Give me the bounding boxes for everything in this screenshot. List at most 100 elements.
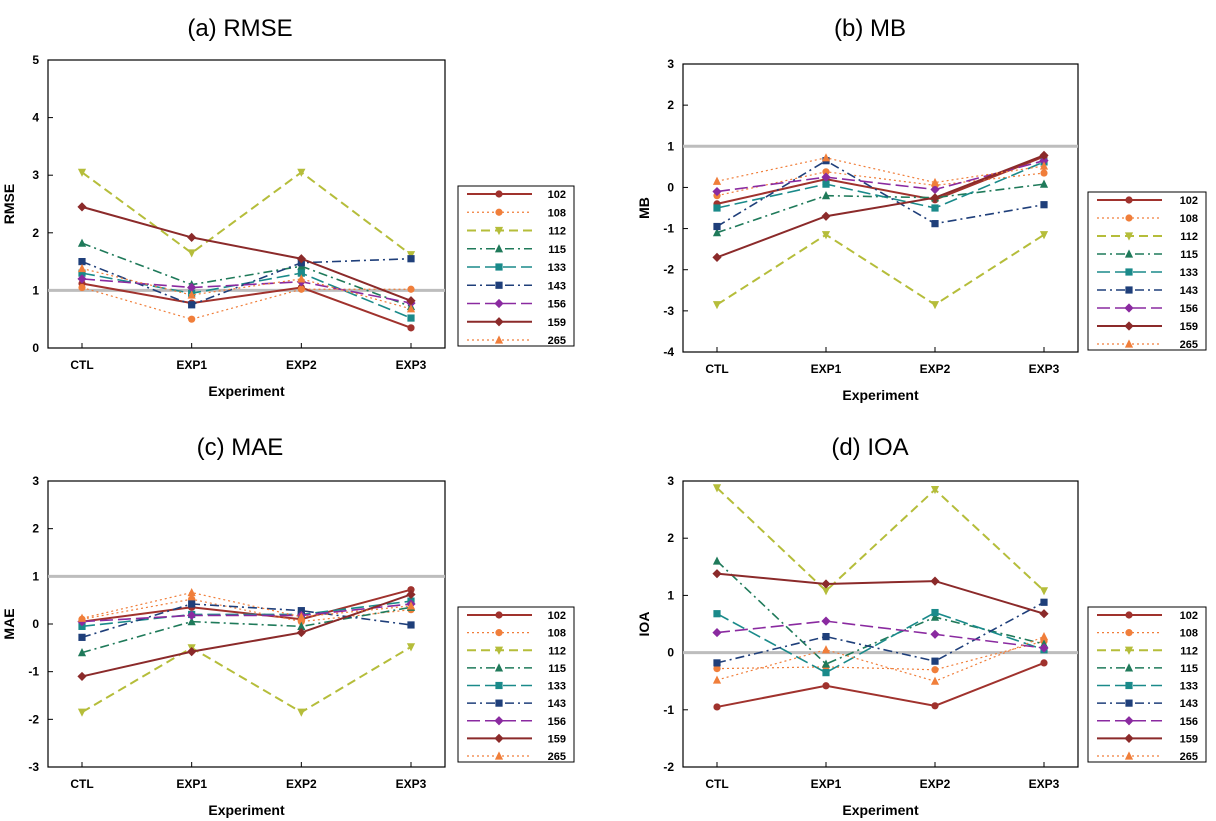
legend-label: 156 [548, 716, 566, 728]
legend-marker [1124, 663, 1134, 672]
legend-label: 112 [548, 645, 566, 657]
series-line [716, 487, 1045, 593]
data-point [712, 675, 722, 684]
legend-label: 143 [1180, 285, 1198, 297]
legend-label: 108 [1180, 213, 1198, 225]
data-point [406, 601, 416, 610]
data-point [712, 252, 722, 262]
data-point [930, 184, 940, 195]
legend-marker [1125, 699, 1133, 707]
data-point [77, 648, 87, 657]
legend-marker [1125, 611, 1133, 619]
data-point [930, 193, 940, 203]
chart-title: (c) MAE [197, 434, 284, 461]
data-point [1039, 231, 1049, 240]
data-point [931, 666, 939, 674]
series-line [716, 572, 1045, 615]
legend-marker [494, 244, 504, 253]
legend-label: 159 [548, 733, 566, 745]
legend-label: 115 [1180, 249, 1198, 261]
series-112 [77, 643, 416, 717]
data-point [821, 231, 831, 240]
legend-marker [1125, 214, 1133, 222]
legend-marker [1124, 232, 1134, 241]
legend: 102 108 112 115 133 143 156 159 265 [457, 606, 575, 763]
data-point [187, 647, 197, 657]
series-112 [77, 168, 416, 260]
data-point [78, 633, 86, 641]
data-point [712, 228, 722, 237]
legend-marker [1124, 716, 1134, 726]
series-115 [712, 556, 1049, 668]
legend-marker [495, 681, 503, 690]
chart-panel-d: (d) IOA -2 -1 0 1 2 3 CTL EXP1 EXP2 EXP3 Experiment… [636, 434, 1207, 818]
series-line [716, 636, 1045, 682]
y-tick-label: 2 [32, 226, 39, 240]
y-tick-label: -3 [663, 304, 674, 318]
y-axis-label: MAE [1, 608, 17, 639]
data-point [821, 191, 831, 200]
data-point [931, 608, 939, 617]
legend-label: 265 [548, 335, 566, 347]
data-point [297, 274, 306, 283]
y-tick-label: 2 [667, 531, 674, 545]
legend-marker [494, 335, 504, 344]
data-point [713, 703, 721, 711]
legend-marker [494, 646, 504, 655]
data-point [712, 627, 722, 638]
series-line [716, 155, 1045, 205]
legend-marker [1124, 751, 1134, 760]
series-265 [712, 631, 1049, 685]
data-point [931, 657, 939, 665]
legend-label: 115 [548, 244, 566, 256]
x-tick-label: EXP2 [286, 358, 317, 372]
data-point [821, 211, 831, 221]
series-line [81, 646, 412, 714]
legend-marker [494, 226, 504, 236]
x-axis-label: Experiment [842, 802, 919, 818]
data-point [407, 586, 415, 594]
data-point [931, 204, 939, 212]
data-point [187, 610, 197, 621]
data-point [713, 610, 721, 618]
legend-marker [495, 699, 503, 707]
x-tick-label: CTL [705, 777, 728, 791]
chart-title: (d) IOA [831, 434, 908, 461]
legend-label: 108 [548, 628, 566, 640]
y-tick-label: 3 [32, 474, 39, 488]
data-point [297, 168, 306, 177]
data-point [713, 204, 721, 212]
series-159 [712, 150, 1049, 262]
x-tick-label: EXP2 [286, 777, 317, 791]
legend-marker [494, 716, 504, 726]
x-tick-label: EXP1 [811, 362, 842, 376]
data-point [713, 659, 721, 667]
series-line [716, 560, 1045, 665]
x-tick-label: EXP2 [920, 362, 951, 376]
data-point [1039, 643, 1049, 653]
y-tick-label: -1 [663, 703, 674, 717]
series-line [81, 267, 412, 310]
series-line [716, 640, 1045, 671]
x-tick-label: EXP3 [1029, 362, 1060, 376]
chart-title: (b) MB [834, 15, 906, 42]
y-tick-label: 0 [667, 646, 674, 660]
chart-panel-a: (a) RMSE 0 1 2 3 4 5 CTL EXP1 EXP2 EXP3 Experiment R… [1, 15, 575, 399]
data-point [297, 607, 305, 615]
legend-marker [494, 751, 504, 760]
data-point [77, 671, 87, 682]
series-159 [712, 569, 1049, 619]
series-line [716, 183, 1045, 234]
data-point [1040, 169, 1048, 177]
series-112 [712, 484, 1049, 596]
series-102 [713, 152, 1048, 208]
data-point [931, 220, 939, 228]
x-tick-label: EXP2 [920, 777, 951, 791]
data-point [821, 587, 831, 596]
data-point [406, 643, 416, 652]
data-point [1039, 609, 1049, 619]
data-point [77, 202, 87, 212]
series-line [716, 661, 1045, 708]
y-tick-label: -1 [28, 665, 39, 679]
y-tick-label: 1 [667, 139, 674, 153]
